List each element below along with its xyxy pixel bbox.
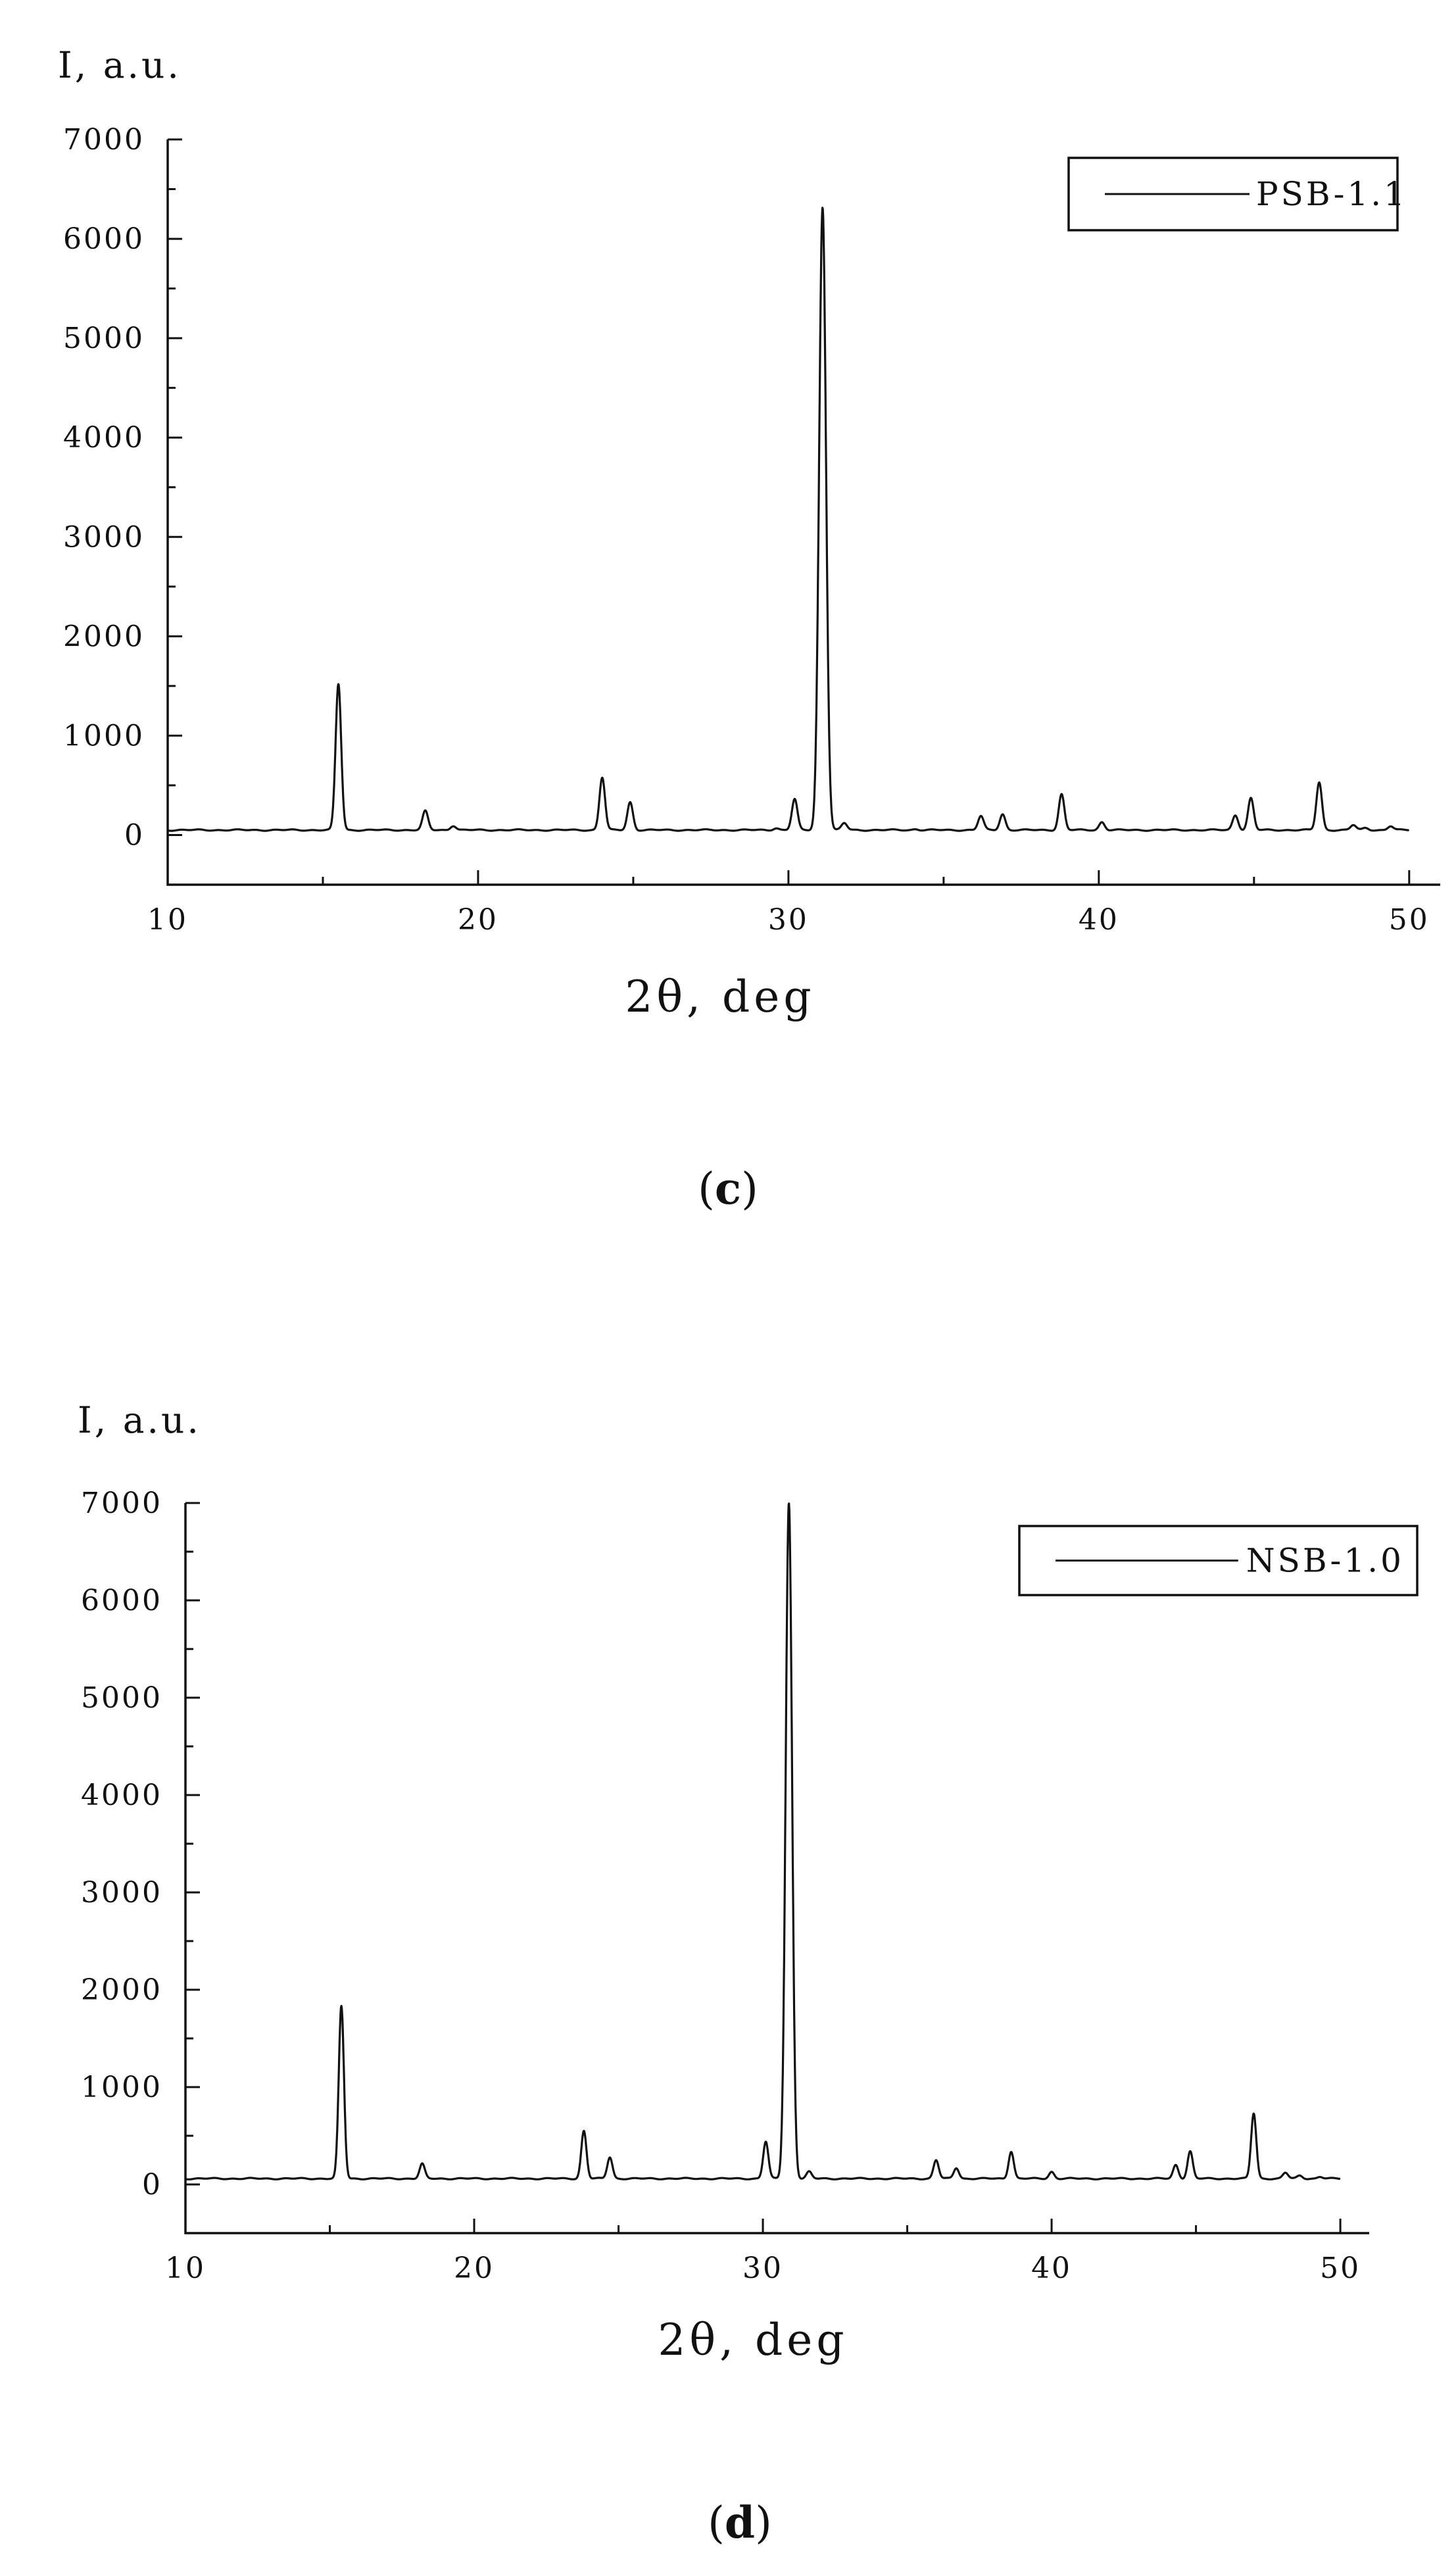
panel-label: (d) (708, 2497, 772, 2548)
x-tick-label: 40 (1031, 2252, 1072, 2285)
legend-label: NSB-1.0 (1246, 1542, 1404, 1580)
axis-frame (184, 1503, 1369, 2234)
panel-label: (c) (698, 1163, 758, 1214)
legend-label: PSB-1.1 (1256, 175, 1407, 213)
y-tick-label: 7000 (63, 123, 145, 157)
y-tick-label: 0 (124, 818, 145, 852)
y-tick-label: 3000 (81, 1876, 162, 1909)
y-tick-labels: 0 1000 2000 3000 4000 5000 6000 7000 (63, 123, 145, 852)
y-tick-label: 5000 (81, 1681, 162, 1715)
diffraction-trace-psb-1-1 (167, 207, 1410, 832)
y-tick-label: 4000 (63, 421, 145, 455)
x-axis-label: 2θ, deg (658, 2315, 848, 2365)
x-tick-label: 20 (454, 2252, 495, 2285)
x-tick-label: 50 (1389, 903, 1430, 937)
y-tick-label: 3000 (63, 520, 145, 554)
x-tick-label: 40 (1079, 903, 1119, 937)
x-tick-label: 10 (165, 2252, 206, 2285)
x-tick-label: 30 (768, 903, 809, 937)
chart-panel-d: I, a.u. 0 1000 2000 3000 4000 5000 6000 7000 10… (78, 1399, 1419, 2548)
x-tick-label: 30 (742, 2252, 783, 2285)
x-tick-labels: 10 20 30 40 50 (147, 903, 1430, 937)
y-tick-label: 1000 (81, 2071, 162, 2104)
y-tick-labels: 0 1000 2000 3000 4000 5000 6000 7000 (81, 1487, 162, 2202)
y-tick-label: 7000 (81, 1487, 162, 1520)
y-axis-label: I, a.u. (58, 44, 182, 86)
y-tick-label: 6000 (81, 1584, 162, 1617)
tick-marks (184, 1502, 1342, 2234)
tick-marks (166, 138, 1411, 886)
y-tick-label: 0 (142, 2168, 162, 2202)
y-tick-label: 4000 (81, 1779, 162, 1812)
x-tick-labels: 10 20 30 40 50 (165, 2252, 1361, 2285)
y-tick-label: 1000 (63, 719, 145, 752)
diffraction-trace-nsb-1-0 (184, 1502, 1341, 2180)
y-tick-label: 6000 (63, 222, 145, 256)
y-tick-label: 5000 (63, 322, 145, 355)
y-tick-label: 2000 (81, 1973, 162, 2007)
axis-frame (166, 139, 1440, 886)
chart-panel-c: I, a.u. 0 1000 2000 3000 4000 5000 6000 7000 10… (58, 44, 1440, 1214)
y-tick-label: 2000 (63, 620, 145, 653)
x-tick-label: 10 (147, 903, 188, 937)
x-tick-label: 50 (1320, 2252, 1361, 2285)
y-axis-label: I, a.u. (78, 1399, 201, 1441)
x-axis-label: 2θ, deg (625, 972, 815, 1022)
x-tick-label: 20 (458, 903, 498, 937)
